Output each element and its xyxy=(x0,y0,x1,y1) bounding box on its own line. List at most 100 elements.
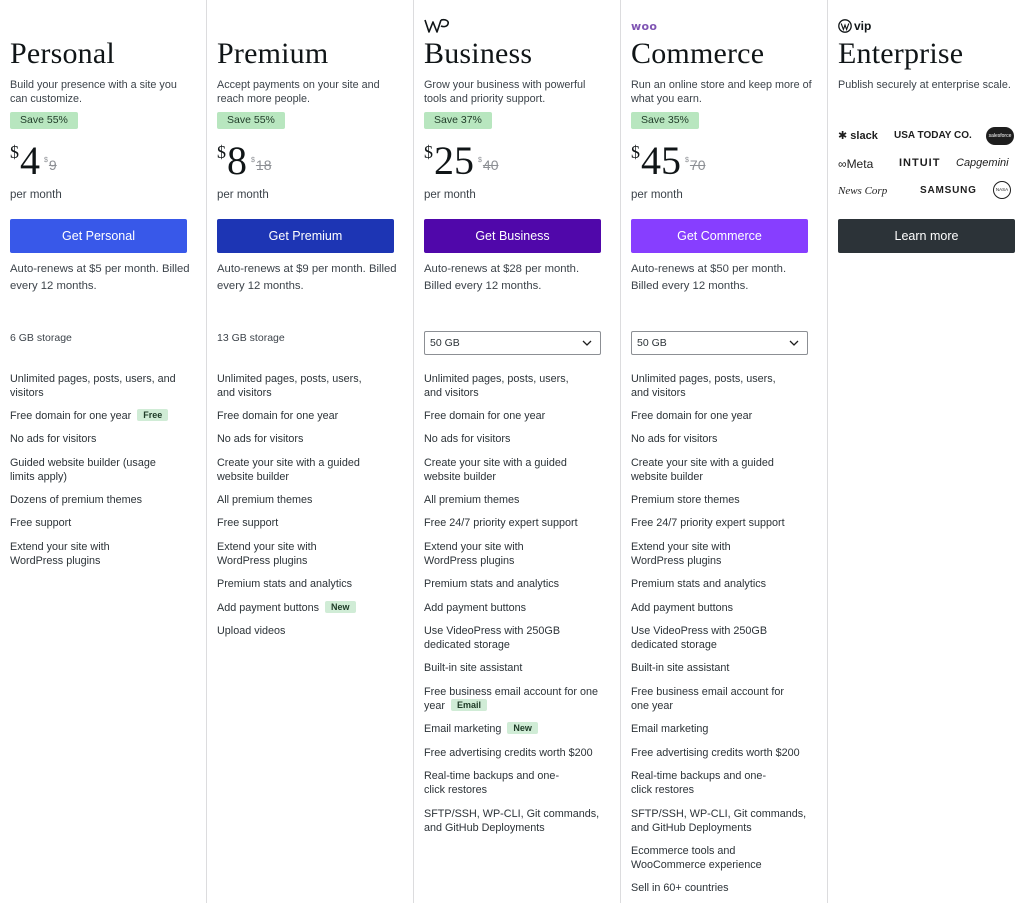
meta-logo: ∞Meta xyxy=(838,157,874,171)
storage-select-value: 50 GB xyxy=(430,337,460,349)
plan-personal: Personal Build your presence with a site… xyxy=(0,0,207,903)
plan-price: $ 45 $ 70 xyxy=(631,138,705,184)
feature-item: Use VideoPress with 250GB dedicated stor… xyxy=(631,625,768,651)
brand-name: slack xyxy=(850,130,878,142)
feature-item: Premium stats and analytics xyxy=(424,578,560,590)
feature-item: Premium store themes xyxy=(631,494,740,506)
price-amount: 25 xyxy=(434,138,474,183)
feature-item: No ads for visitors xyxy=(10,433,97,445)
feature-item: Free advertising credits worth $200 xyxy=(424,747,593,759)
feature-item: Unlimited pages, posts, users, and visit… xyxy=(631,373,776,399)
plan-enterprise: vip Enterprise Publish securely at enter… xyxy=(828,0,1024,903)
free-badge: Free xyxy=(137,409,169,421)
feature-item: Free business email account for one year xyxy=(631,686,785,712)
save-badge: Save 55% xyxy=(217,112,285,129)
feature-item: Free 24/7 priority expert support xyxy=(424,517,578,529)
get-premium-button[interactable]: Get Premium xyxy=(217,219,394,253)
feature-text: Email marketing xyxy=(424,723,502,735)
billing-period: per month xyxy=(631,189,683,201)
woo-logo: woo xyxy=(631,17,657,35)
news-corp-logo: News Corp xyxy=(838,185,888,197)
feature-text: Free domain for one year xyxy=(10,410,132,422)
original-currency: $ xyxy=(478,157,482,164)
plan-name: Premium xyxy=(217,37,329,70)
plan-tagline: Publish securely at enterprise scale. xyxy=(838,79,1011,91)
plan-tagline: Run an online store and keep more of wha… xyxy=(631,79,812,105)
storage-amount: 13 GB storage xyxy=(217,332,285,344)
feature-item: Built-in site assistant xyxy=(424,662,523,674)
feature-item: Extend your site with WordPress plugins xyxy=(631,541,731,567)
feature-item: Unlimited pages, posts, users, and visit… xyxy=(424,373,569,399)
billing-period: per month xyxy=(217,189,269,201)
feature-item: No ads for visitors xyxy=(631,433,718,445)
feature-item: Real-time backups and one-click restores xyxy=(424,770,560,796)
billing-period: per month xyxy=(10,189,62,201)
feature-item: Built-in site assistant xyxy=(631,662,730,674)
feature-item: Add payment buttons xyxy=(631,602,734,614)
salesforce-logo: salesforce xyxy=(986,127,1014,145)
feature-text: Add payment buttons xyxy=(217,602,320,614)
original-amount: 9 xyxy=(48,157,57,173)
original-price: $ 70 xyxy=(685,157,705,173)
original-amount: 40 xyxy=(482,157,499,173)
new-badge: New xyxy=(507,722,538,734)
renewal-note: Auto-renews at $50 per month. Billed eve… xyxy=(631,263,787,292)
feature-item: Add payment buttons xyxy=(424,602,527,614)
original-price: $ 9 xyxy=(44,157,57,173)
plan-name: Commerce xyxy=(631,37,765,70)
feature-item: Unlimited pages, posts, users, and visit… xyxy=(10,373,176,399)
feature-item: No ads for visitors xyxy=(424,433,511,445)
chevron-down-icon xyxy=(582,340,592,346)
save-badge: Save 37% xyxy=(424,112,492,129)
get-commerce-button[interactable]: Get Commerce xyxy=(631,219,808,253)
currency-symbol: $ xyxy=(10,142,19,162)
feature-item: SFTP/SSH, WP-CLI, Git commands, and GitH… xyxy=(424,808,600,834)
get-personal-button[interactable]: Get Personal xyxy=(10,219,187,253)
feature-item: Unlimited pages, posts, users, and visit… xyxy=(217,373,362,399)
storage-select[interactable]: 50 GB xyxy=(424,331,601,355)
capgemini-logo: Capgemini xyxy=(956,157,1009,169)
nasa-logo: NASA xyxy=(993,181,1011,199)
feature-item: Use VideoPress with 250GB dedicated stor… xyxy=(424,625,561,651)
original-currency: $ xyxy=(251,157,255,164)
feature-item: Free domain for one year Free xyxy=(10,409,200,423)
original-currency: $ xyxy=(685,157,689,164)
storage-amount: 6 GB storage xyxy=(10,332,72,344)
intuit-logo: INTUIT xyxy=(899,157,941,169)
feature-item: Free 24/7 priority expert support xyxy=(631,517,785,529)
feature-item: Premium stats and analytics xyxy=(217,578,353,590)
feature-item: Premium stats and analytics xyxy=(631,578,767,590)
save-badge: Save 55% xyxy=(10,112,78,129)
feature-item: Extend your site with WordPress plugins xyxy=(217,541,317,567)
storage-select[interactable]: 50 GB xyxy=(631,331,808,355)
plan-name: Business xyxy=(424,37,533,70)
feature-item: Real-time backups and one-click restores xyxy=(631,770,767,796)
currency-symbol: $ xyxy=(631,142,640,162)
feature-item: Free advertising credits worth $200 xyxy=(631,747,800,759)
feature-item: SFTP/SSH, WP-CLI, Git commands, and GitH… xyxy=(631,808,807,834)
currency-symbol: $ xyxy=(217,142,226,162)
plan-tagline: Grow your business with powerful tools a… xyxy=(424,79,586,105)
email-badge: Email xyxy=(451,699,488,711)
vip-logo: vip xyxy=(838,17,871,35)
feature-item: Ecommerce tools and WooCommerce experien… xyxy=(631,845,762,871)
original-price: $ 40 xyxy=(478,157,498,173)
feature-item: Free support xyxy=(10,517,72,529)
plan-price: $ 8 $ 18 xyxy=(217,138,271,184)
plan-business: Business Grow your business with powerfu… xyxy=(414,0,621,903)
feature-item: Dozens of premium themes xyxy=(10,494,143,506)
plan-tagline: Accept payments on your site and reach m… xyxy=(217,79,380,105)
renewal-note: Auto-renews at $5 per month. Billed ever… xyxy=(10,263,190,292)
get-business-button[interactable]: Get Business xyxy=(424,219,601,253)
plan-premium: Premium Accept payments on your site and… xyxy=(207,0,414,903)
usa-today-logo: USA TODAY CO. xyxy=(894,130,972,141)
plan-price: $ 25 $ 40 xyxy=(424,138,498,184)
feature-item: Create your site with a guided website b… xyxy=(217,457,360,483)
save-badge: Save 35% xyxy=(631,112,699,129)
learn-more-button[interactable]: Learn more xyxy=(838,219,1015,253)
price-amount: 8 xyxy=(227,138,247,183)
vip-logo-text: vip xyxy=(854,19,872,33)
feature-item: Free support xyxy=(217,517,279,529)
feature-item: Free domain for one year xyxy=(424,410,546,422)
